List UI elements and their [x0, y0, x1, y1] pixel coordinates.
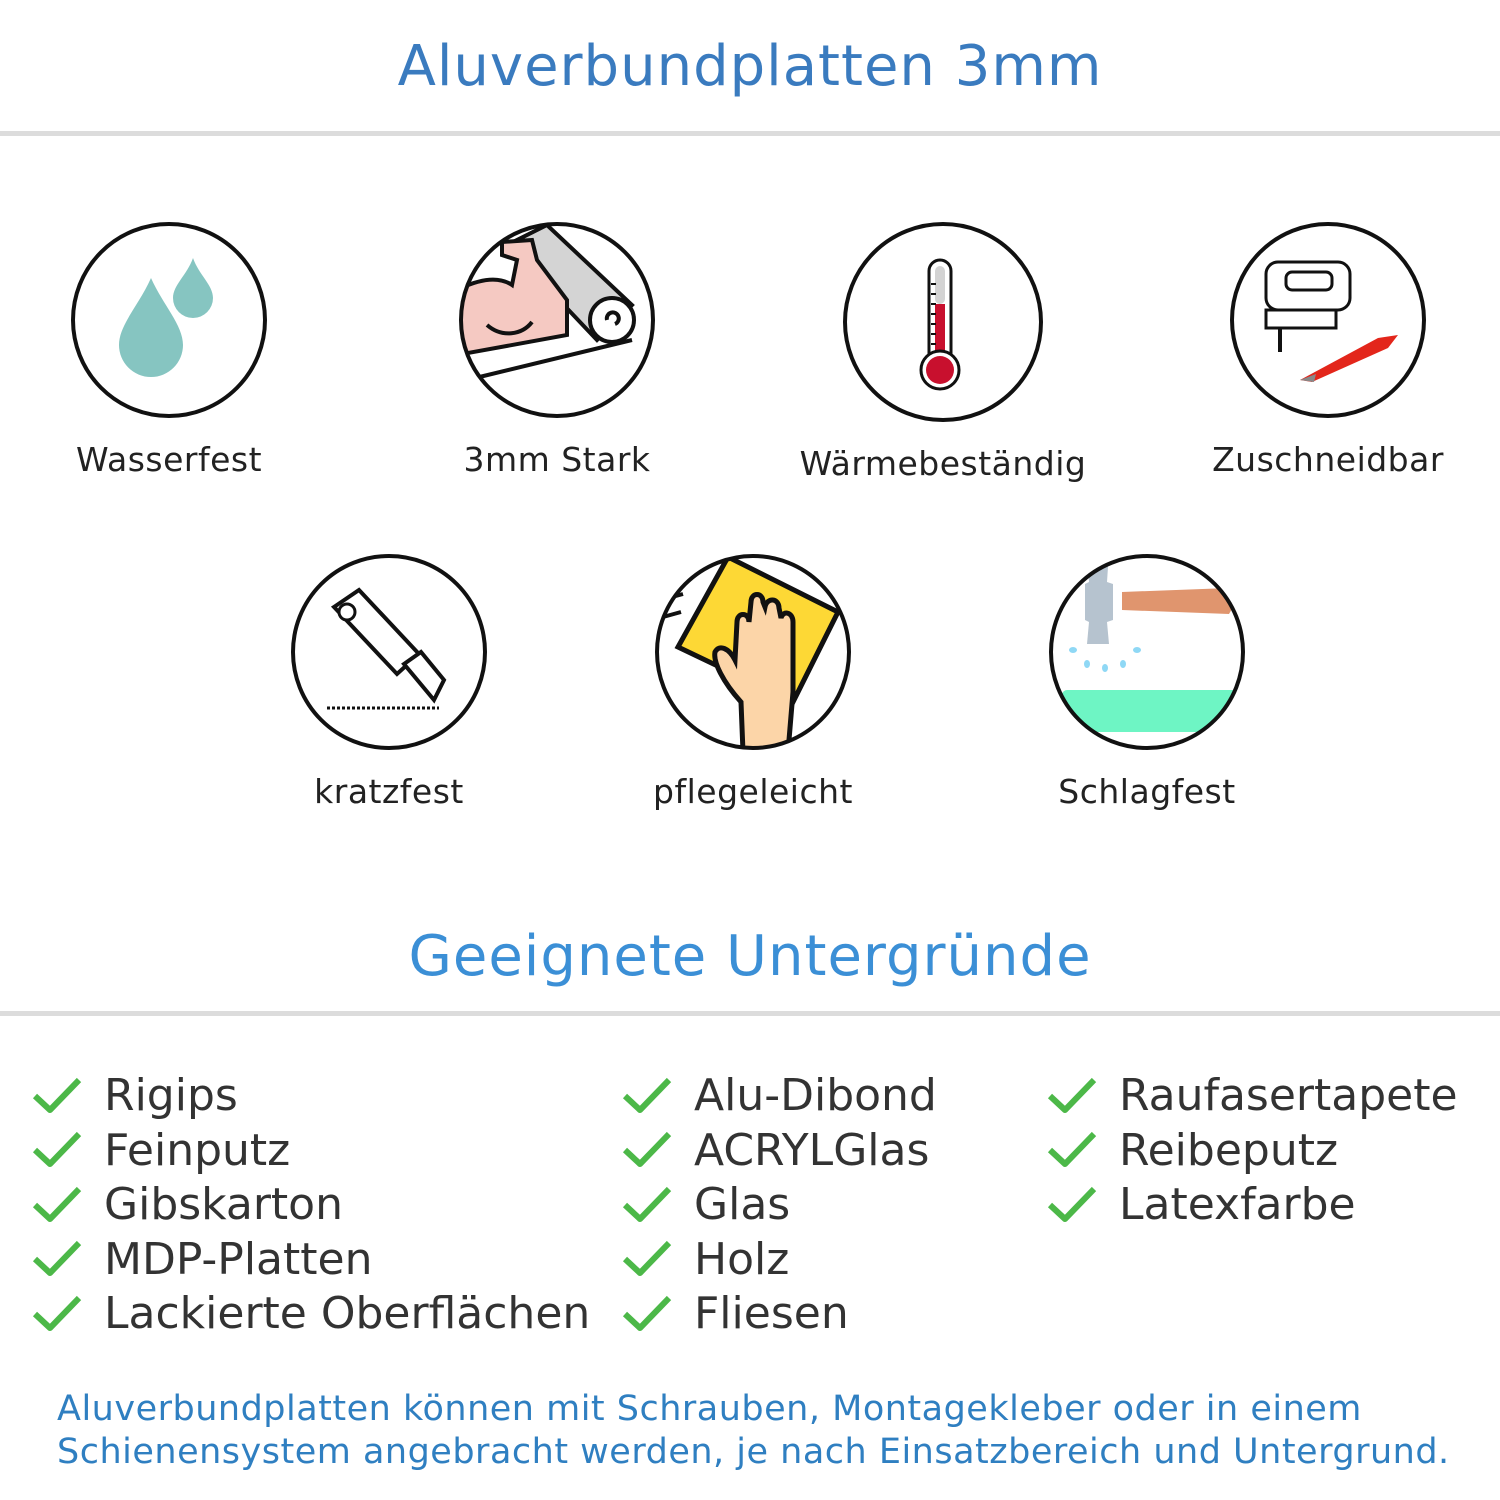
check-icon	[1047, 1077, 1097, 1113]
feature-label: Wasserfest	[75, 440, 263, 479]
feature-label: kratzfest	[314, 772, 464, 811]
feature-wasserfest: Wasserfest	[0, 220, 349, 479]
hammer-icon	[1049, 554, 1245, 750]
surface-label: Rigips	[104, 1070, 238, 1121]
feature-pflegeleicht: pflegeleicht	[573, 552, 933, 811]
cleaning-hand-icon	[655, 554, 851, 750]
cutter-knife-icon	[291, 554, 487, 750]
surface-item: Gibskarton	[32, 1177, 343, 1232]
surface-item: Reibeputz	[1047, 1123, 1338, 1178]
check-icon	[32, 1077, 82, 1113]
surface-label: MDP-Platten	[104, 1233, 373, 1285]
feature-label: Zuschneidbar	[1212, 440, 1444, 479]
check-icon	[622, 1077, 672, 1113]
page-title: Aluverbundplatten 3mm	[397, 34, 1103, 99]
surface-item: Rigips	[32, 1068, 238, 1123]
surface-label: Lackierte Oberflächen	[104, 1288, 591, 1339]
thermometer-icon	[843, 222, 1043, 422]
surface-item: Holz	[622, 1232, 789, 1287]
surface-label: Alu-Dibond	[694, 1070, 937, 1121]
surface-item: Latexfarbe	[1047, 1177, 1356, 1232]
surface-item: Lackierte Oberflächen	[32, 1286, 590, 1341]
footer-note: Aluverbundplatten können mit Schrauben, …	[57, 1388, 1450, 1474]
feature-label: 3mm Stark	[463, 440, 651, 479]
check-icon	[622, 1240, 672, 1276]
divider	[0, 131, 1500, 136]
surface-item: Fliesen	[622, 1286, 849, 1341]
jigsaw-icon	[1230, 222, 1426, 418]
check-icon	[622, 1131, 672, 1167]
feature-zuschneidbar: Zuschneidbar	[1148, 220, 1500, 479]
strong-arm-icon	[459, 222, 655, 418]
check-icon	[32, 1295, 82, 1331]
surface-item: Glas	[622, 1177, 790, 1232]
feature-schlagfest: Schlagfest	[967, 552, 1327, 811]
feature-label: pflegeleicht	[653, 772, 853, 811]
surface-label: Feinputz	[104, 1124, 291, 1176]
section-title-surfaces: Geeignete Untergründe	[408, 924, 1092, 989]
feature-label: Schlagfest	[1058, 772, 1236, 811]
check-icon	[1047, 1131, 1097, 1167]
divider	[0, 1011, 1500, 1016]
surface-label: Latexfarbe	[1119, 1179, 1356, 1230]
feature-kratzfest: kratzfest	[209, 552, 569, 811]
surface-label: Raufasertapete	[1119, 1070, 1458, 1121]
check-icon	[622, 1295, 672, 1331]
feature-label: Wärmebeständig	[799, 444, 1087, 483]
surface-item: Alu-Dibond	[622, 1068, 937, 1123]
feature-3mm-stark: 3mm Stark	[377, 220, 737, 479]
surface-item: MDP-Platten	[32, 1232, 372, 1287]
water-drops-icon	[71, 222, 267, 418]
surface-label: Reibeputz	[1119, 1124, 1339, 1176]
footer-line: Aluverbundplatten können mit Schrauben, …	[57, 1389, 1362, 1429]
surface-label: Glas	[694, 1179, 791, 1230]
feature-waermebestaendig: Wärmebeständig	[763, 220, 1123, 483]
check-icon	[32, 1240, 82, 1276]
check-icon	[622, 1186, 672, 1222]
surface-label: Holz	[694, 1233, 790, 1285]
surface-label: Gibskarton	[104, 1179, 343, 1230]
check-icon	[32, 1131, 82, 1167]
surface-item: Feinputz	[32, 1123, 290, 1178]
check-icon	[32, 1186, 82, 1222]
surface-label: Fliesen	[694, 1288, 849, 1339]
surface-item: Raufasertapete	[1047, 1068, 1458, 1123]
check-icon	[1047, 1186, 1097, 1222]
surface-item: ACRYLGlas	[622, 1123, 929, 1178]
surface-label: ACRYLGlas	[694, 1124, 930, 1176]
footer-line: Schienensystem angebracht werden, je nac…	[57, 1432, 1450, 1472]
